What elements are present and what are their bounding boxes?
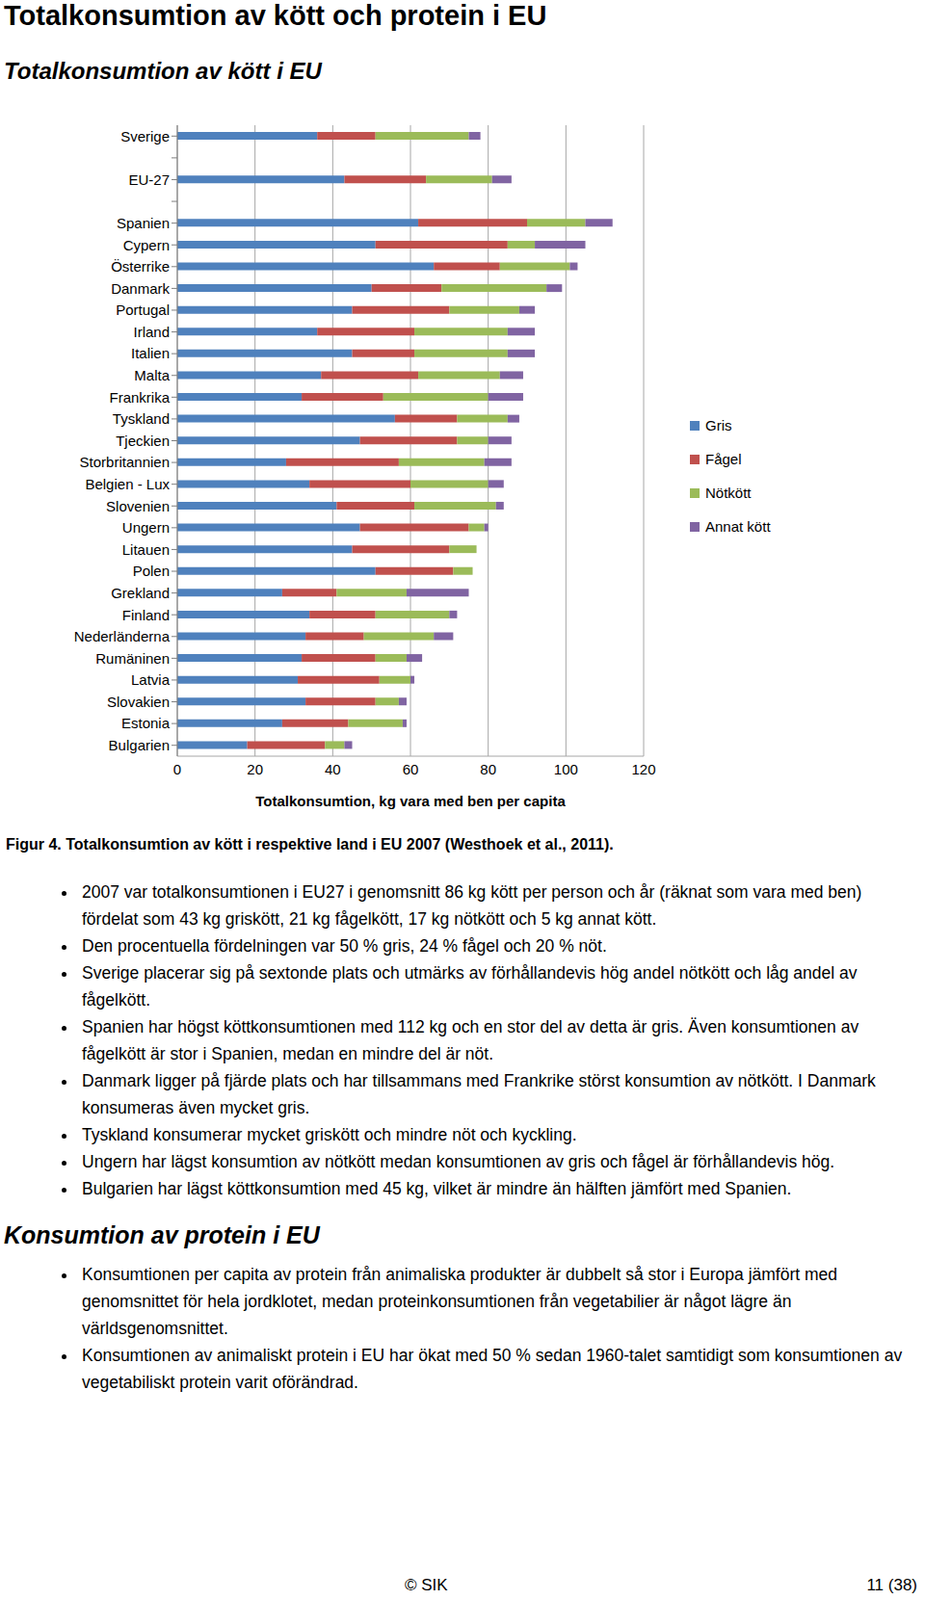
svg-text:80: 80: [479, 761, 497, 778]
svg-text:Litauen: Litauen: [122, 541, 170, 558]
svg-text:Portugal: Portugal: [115, 301, 170, 318]
svg-text:Frankrika: Frankrika: [108, 389, 170, 406]
html-text:Bulgarien har lägst köttkonsum: Bulgarien har lägst köttkonsumtion med 4…: [81, 1179, 792, 1199]
html-text:Annat kött: Annat kött: [705, 518, 771, 535]
svg-text:120: 120: [631, 761, 656, 778]
html-text:Gris: Gris: [705, 417, 732, 434]
svg-text:Latvia: Latvia: [131, 671, 171, 688]
html-text:Fågel: Fågel: [705, 450, 742, 468]
svg-text:Slovenien: Slovenien: [105, 498, 170, 515]
html-text:11 (38): 11 (38): [866, 1576, 918, 1595]
svg-text:Malta: Malta: [133, 367, 170, 384]
html-text:Nötkött: Nötkött: [705, 484, 752, 502]
html-text:Konsumtion av protein i EU: Konsumtion av protein i EU: [3, 1221, 320, 1249]
html-text:Totalkonsumtion av kött i EU: Totalkonsumtion av kött i EU: [3, 57, 322, 84]
svg-text:60: 60: [402, 761, 420, 778]
html-text:Konsumtionen av animaliskt pro: Konsumtionen av animaliskt protein i EU …: [81, 1346, 903, 1393]
svg-text:Cypern: Cypern: [123, 237, 170, 254]
svg-text:Belgien - Lux: Belgien - Lux: [84, 475, 170, 493]
svg-text:Nederländerna: Nederländerna: [74, 628, 171, 645]
svg-text:Spanien: Spanien: [116, 214, 170, 232]
svg-text:Tjeckien: Tjeckien: [115, 432, 170, 450]
svg-text:Estonia: Estonia: [121, 714, 171, 732]
html-text:Ungern har lägst konsumtion av: Ungern har lägst konsumtion av nötkött m…: [81, 1152, 835, 1172]
svg-text:40: 40: [324, 761, 342, 778]
svg-text:Danmark: Danmark: [110, 280, 170, 297]
svg-text:0: 0: [173, 761, 182, 778]
svg-text:Österrike: Österrike: [110, 258, 170, 275]
html-text:Danmark ligger på fjärde plats: Danmark ligger på fjärde plats och har t…: [81, 1071, 876, 1118]
html-text:Spanien har högst köttkonsumti: Spanien har högst köttkonsumtionen med 1…: [81, 1017, 859, 1064]
svg-text:Finland: Finland: [122, 607, 170, 624]
svg-text:Rumäninen: Rumäninen: [95, 650, 170, 667]
svg-text:Polen: Polen: [132, 562, 170, 580]
html-text:2007 var totalkonsumtionen i E: 2007 var totalkonsumtionen i EU27 i geno…: [81, 882, 862, 929]
svg-text:100: 100: [554, 761, 579, 778]
html-text:Sverige placerar sig på sexton: Sverige placerar sig på sextonde plats o…: [81, 963, 858, 1010]
svg-text:Totalkonsumtion, kg vara med b: Totalkonsumtion, kg vara med ben per cap…: [255, 792, 566, 810]
svg-text:Bulgarien: Bulgarien: [108, 737, 170, 754]
svg-text:Sverige: Sverige: [120, 128, 170, 145]
html-text:Tyskland konsumerar mycket gri: Tyskland konsumerar mycket griskött och …: [81, 1125, 577, 1145]
html-text:© SIK: © SIK: [404, 1576, 448, 1595]
svg-text:Tyskland: Tyskland: [112, 410, 170, 427]
html-text:Figur 4. Totalkonsumtion av kö: Figur 4. Totalkonsumtion av kött i respe…: [5, 836, 614, 853]
svg-text:Italien: Italien: [131, 344, 170, 362]
html-text:Den procentuella fördelningen: Den procentuella fördelningen var 50 % g…: [81, 936, 607, 956]
svg-text:Ungern: Ungern: [122, 519, 170, 536]
svg-text:Grekland: Grekland: [110, 584, 170, 602]
html-text:Konsumtionen per capita av pro: Konsumtionen per capita av protein från …: [81, 1265, 838, 1339]
svg-text:Slovakien: Slovakien: [106, 693, 170, 711]
svg-text:EU-27: EU-27: [128, 171, 170, 188]
svg-text:Irland: Irland: [132, 323, 170, 341]
svg-text:Storbritannien: Storbritannien: [79, 453, 170, 471]
svg-text:20: 20: [246, 761, 264, 778]
html-text:Totalkonsumtion av kött och pr: Totalkonsumtion av kött och protein i EU: [3, 0, 547, 31]
